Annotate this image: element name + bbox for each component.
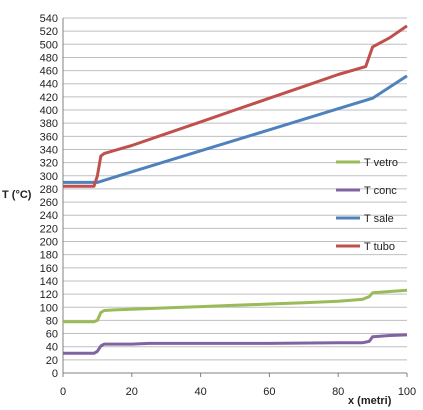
y-tick-label: 120 bbox=[40, 289, 58, 301]
x-tick-label: 40 bbox=[194, 386, 206, 398]
x-axis-title: x (metri) bbox=[348, 395, 392, 407]
y-tick-label: 280 bbox=[40, 184, 58, 196]
x-tick-label: 80 bbox=[332, 386, 344, 398]
y-tick-label: 20 bbox=[46, 355, 58, 367]
legend-label: T vetro bbox=[364, 157, 398, 169]
y-tick-label: 420 bbox=[40, 92, 58, 104]
grid-lines bbox=[63, 17, 407, 374]
y-tick-label: 500 bbox=[40, 39, 58, 51]
y-tick-label: 140 bbox=[40, 276, 58, 288]
y-tick-label: 40 bbox=[46, 342, 58, 354]
y-axis-title: T (°C) bbox=[2, 189, 32, 201]
legend: T vetro T conc T sale T tubo bbox=[336, 157, 398, 253]
y-tick-label: 260 bbox=[40, 197, 58, 209]
y-tick-label: 240 bbox=[40, 210, 58, 222]
legend-label: T tubo bbox=[364, 241, 395, 253]
y-tick-label: 400 bbox=[40, 105, 58, 117]
y-tick-label: 0 bbox=[52, 368, 58, 380]
y-tick-label: 480 bbox=[40, 52, 58, 64]
y-tick-label: 80 bbox=[46, 315, 58, 327]
x-tick-labels: 0 20 40 60 80 100 bbox=[60, 386, 416, 398]
series-line-t-conc bbox=[63, 333, 408, 355]
series-line-t-sale bbox=[63, 74, 408, 184]
series-line-t-tubo bbox=[63, 24, 408, 188]
y-tick-label: 160 bbox=[40, 263, 58, 275]
x-tick-label: 0 bbox=[60, 386, 66, 398]
y-tick-label: 460 bbox=[40, 66, 58, 78]
series-lines bbox=[63, 24, 408, 355]
y-tick-label: 520 bbox=[40, 26, 58, 38]
y-tick-label: 380 bbox=[40, 118, 58, 130]
x-tick-label: 20 bbox=[126, 386, 138, 398]
series-line-t-vetro bbox=[63, 288, 408, 324]
x-tick-label: 60 bbox=[263, 386, 275, 398]
axes bbox=[62, 18, 408, 377]
x-tick-label: 100 bbox=[398, 386, 416, 398]
y-tick-label: 440 bbox=[40, 79, 58, 91]
legend-label: T sale bbox=[364, 213, 394, 225]
y-tick-label: 320 bbox=[40, 158, 58, 170]
legend-label: T conc bbox=[364, 185, 397, 197]
y-tick-label: 300 bbox=[40, 171, 58, 183]
y-tick-label: 340 bbox=[40, 144, 58, 156]
y-tick-label: 540 bbox=[40, 13, 58, 25]
y-tick-label: 220 bbox=[40, 223, 58, 235]
y-tick-label: 100 bbox=[40, 302, 58, 314]
y-tick-label: 360 bbox=[40, 131, 58, 143]
y-tick-labels: 0204060801001201401601802002202402602803… bbox=[40, 13, 58, 380]
y-tick-label: 180 bbox=[40, 250, 58, 262]
y-tick-label: 200 bbox=[40, 237, 58, 249]
y-tick-label: 60 bbox=[46, 329, 58, 341]
